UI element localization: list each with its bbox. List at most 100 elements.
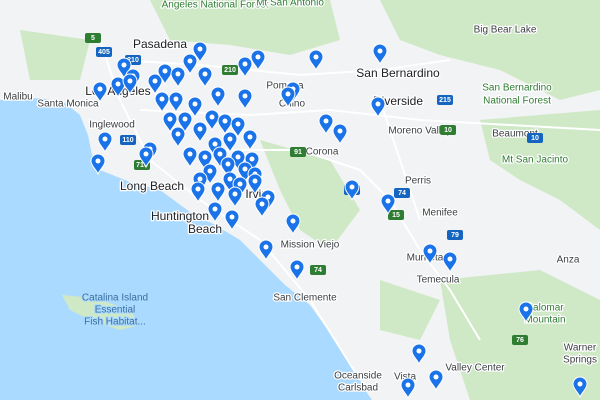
pin <box>289 259 305 282</box>
pin-dot <box>427 248 433 254</box>
pin-dot <box>215 91 221 97</box>
highway-shield <box>512 335 528 345</box>
pin <box>222 131 238 154</box>
pin-dot <box>159 96 165 102</box>
place-label: Springs <box>563 355 597 366</box>
pin-dot <box>290 218 296 224</box>
place-label: Carlsbad <box>338 383 378 394</box>
highway-shield <box>394 188 410 198</box>
pin <box>157 63 173 86</box>
pin <box>242 129 258 152</box>
pin-dot <box>247 134 253 140</box>
pin <box>182 146 198 169</box>
place-label: Huntington <box>151 209 209 223</box>
place-label: Catalina Island <box>82 293 148 304</box>
pin <box>177 111 193 134</box>
highway-label: 74 <box>398 190 406 197</box>
place-label: Santa Monica <box>37 99 99 110</box>
pin-dot <box>349 184 355 190</box>
pin <box>138 146 154 169</box>
place-label: Warner <box>564 343 597 354</box>
place-label: Valley Center <box>445 363 505 374</box>
highway-shield <box>222 65 238 75</box>
pin <box>217 113 233 136</box>
pin <box>190 181 206 204</box>
pin <box>285 213 301 236</box>
pin-dot <box>173 96 179 102</box>
highway-label: 10 <box>531 135 539 142</box>
ocean <box>0 98 372 400</box>
place-label: Beach <box>188 222 222 236</box>
pin-dot <box>222 118 228 124</box>
pin-dot <box>242 166 248 172</box>
pin-dot <box>577 381 583 387</box>
pin <box>237 88 253 111</box>
pin-dot <box>212 206 218 212</box>
place-label: Mt San Jacinto <box>502 155 569 166</box>
highway-shield <box>96 47 112 57</box>
place-label: Moreno Valley <box>388 126 451 137</box>
pin-dot <box>433 374 439 380</box>
pin <box>182 53 198 76</box>
pin-dot <box>167 116 173 122</box>
pin-dot <box>182 116 188 122</box>
pin <box>92 81 108 104</box>
highway-label: 210 <box>127 57 139 64</box>
pin <box>197 149 213 172</box>
pin-dot <box>202 71 208 77</box>
pin-dot <box>405 382 411 388</box>
highway-shield <box>388 210 404 220</box>
pin <box>318 113 334 136</box>
pin <box>280 86 296 109</box>
pin <box>110 76 126 99</box>
pin <box>380 193 396 216</box>
place-label: San Clemente <box>273 293 337 304</box>
place-label: Malibu <box>3 92 32 103</box>
place-label: Mountain <box>524 315 565 326</box>
pin <box>372 43 388 66</box>
pin-dot <box>175 71 181 77</box>
pin <box>154 91 170 114</box>
pin <box>254 196 270 219</box>
pin <box>370 96 386 119</box>
pin-dot <box>235 121 241 127</box>
pin-dot <box>285 91 291 97</box>
pin <box>258 239 274 262</box>
pin-dot <box>197 126 203 132</box>
pin-dot <box>209 114 215 120</box>
place-label: Mt San Antonio <box>256 0 324 9</box>
pin-dot <box>215 186 221 192</box>
place-label: Angeles National Forest <box>162 0 269 11</box>
place-label: San Bernardino <box>356 66 440 80</box>
highway-label: 405 <box>98 49 110 56</box>
pin-dot <box>232 191 238 197</box>
pin <box>411 343 427 366</box>
place-label: Palomar <box>526 303 564 314</box>
pin <box>210 86 226 109</box>
pin <box>122 73 138 96</box>
place-label: Oceanside <box>334 371 382 382</box>
highway-label: 91 <box>294 149 302 156</box>
pin-dot <box>202 154 208 160</box>
pin <box>147 73 163 96</box>
pin-dot <box>175 131 181 137</box>
pin-dot <box>447 256 453 262</box>
pin <box>442 251 458 274</box>
pin <box>250 49 266 72</box>
pin <box>207 201 223 224</box>
highway-shield <box>310 265 326 275</box>
place-label: Mission Viejo <box>281 240 340 251</box>
pin <box>210 181 226 204</box>
pin-dot <box>375 101 381 107</box>
pin-dot <box>197 46 203 52</box>
pin <box>247 173 263 196</box>
pin-dot <box>217 151 223 157</box>
pin-dot <box>102 136 108 142</box>
pin <box>344 179 360 202</box>
highway-label: 110 <box>122 137 133 144</box>
pin <box>400 377 416 400</box>
pin-dot <box>235 154 241 160</box>
pin-dot <box>127 78 133 84</box>
highway-label: 10 <box>444 127 452 134</box>
pin <box>572 376 588 399</box>
